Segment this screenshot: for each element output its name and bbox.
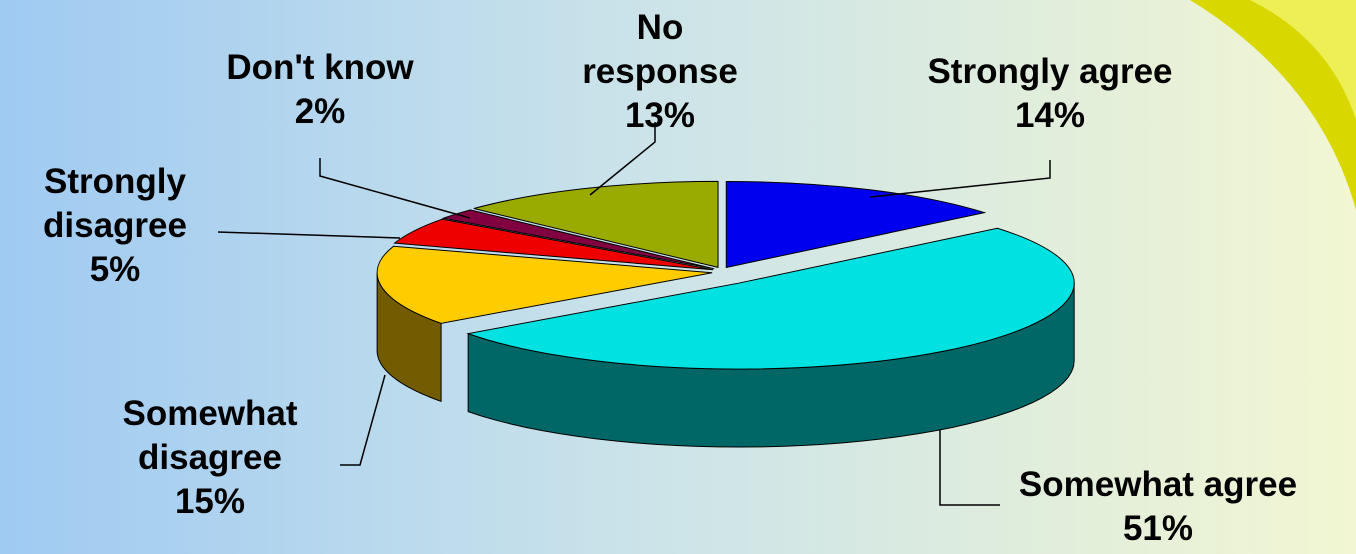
slice: [376, 245, 713, 324]
category-label: Somewhat disagree: [122, 394, 298, 477]
value-label: 14%: [1014, 96, 1086, 135]
category-label: Strongly disagree: [43, 162, 187, 245]
slice: [393, 218, 714, 271]
value-label: 15%: [174, 482, 246, 521]
slice-sides: [376, 272, 1075, 448]
value-label: 51%: [1122, 509, 1194, 548]
category-label: Don't know: [226, 48, 414, 87]
slice: [473, 180, 719, 269]
slice-label: Somewhat disagree 15%: [90, 392, 330, 524]
leader-lines: [217, 122, 1051, 506]
value-label: 13%: [624, 96, 696, 135]
slice: [725, 180, 987, 269]
category-label: Somewhat agree: [1018, 465, 1298, 504]
category-label: Strongly agree: [927, 52, 1173, 91]
decoration: [1190, 0, 1356, 210]
value-label: 2%: [294, 92, 346, 131]
slice-label: Strongly agree 14%: [900, 50, 1200, 138]
decoration: [1250, 0, 1356, 120]
value-label: 5%: [89, 250, 141, 289]
pie: [376, 180, 1075, 448]
slice: [466, 227, 1075, 370]
slice-label: Don't know 2%: [170, 46, 470, 134]
category-label: No response: [582, 8, 738, 91]
slice-label: Somewhat agree 51%: [960, 463, 1356, 551]
slice-label: Strongly disagree 5%: [5, 160, 225, 292]
slice-label: No response 13%: [560, 6, 760, 138]
slice-tops: [376, 180, 1075, 370]
